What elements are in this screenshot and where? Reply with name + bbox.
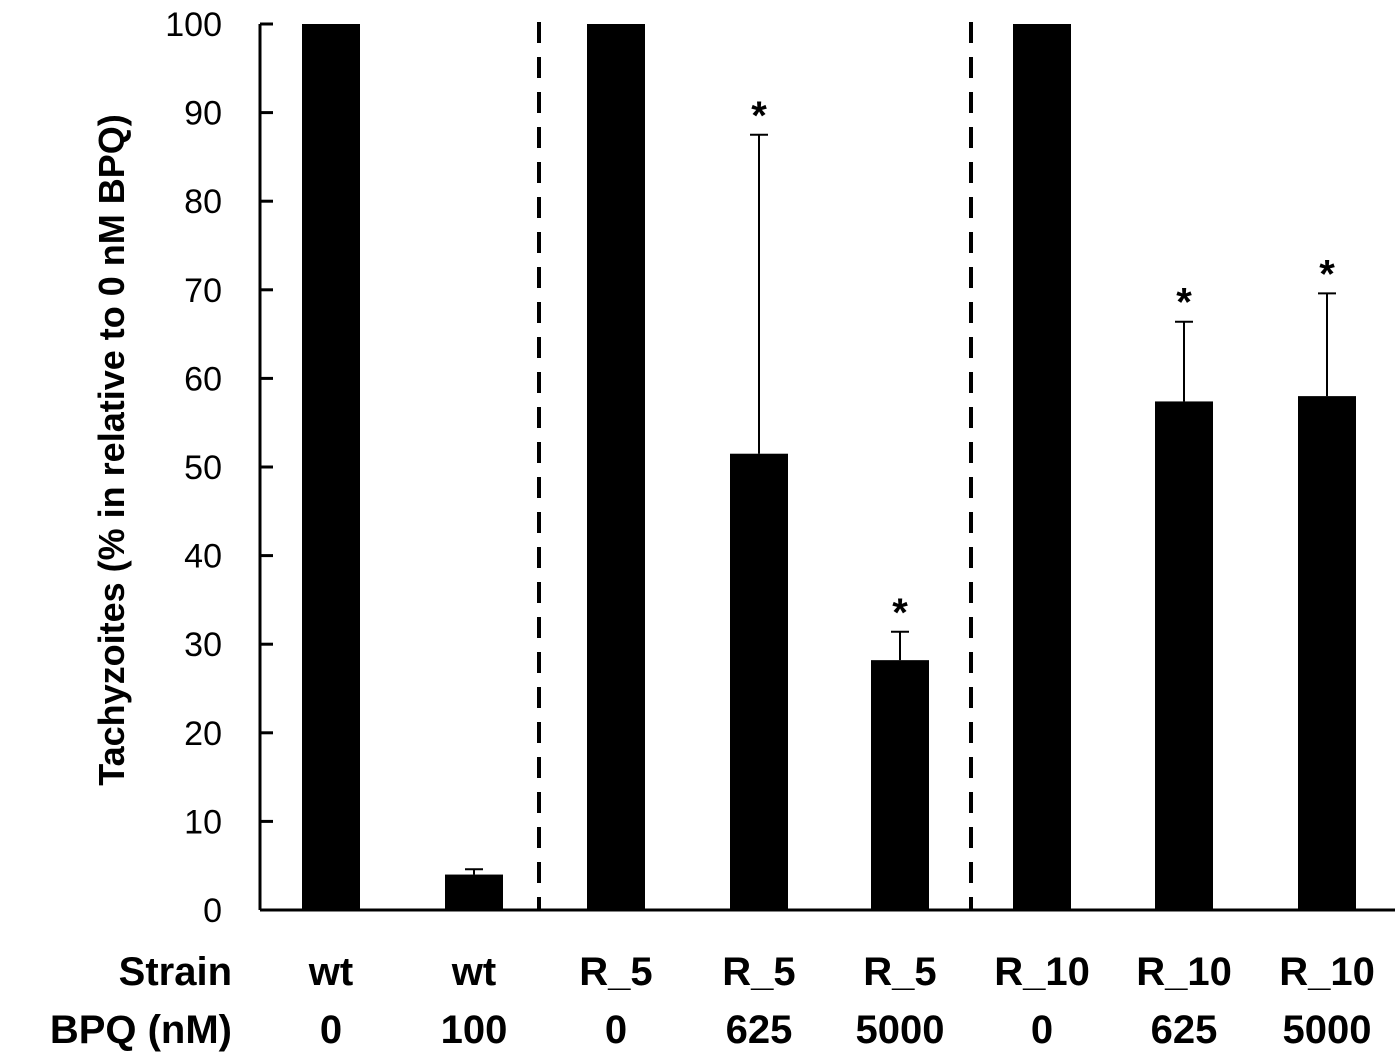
y-tick-label: 20 — [184, 715, 222, 753]
strain-label: R_10 — [1279, 950, 1375, 994]
bar — [730, 453, 788, 910]
y-tick-label: 30 — [184, 626, 222, 664]
strain-label: wt — [308, 950, 353, 994]
group-separators — [537, 22, 973, 910]
bars: * * * * — [302, 24, 1356, 910]
bar — [445, 874, 503, 910]
y-tick-label: 0 — [203, 892, 222, 930]
bpq-label: 5000 — [1283, 1008, 1372, 1052]
significance-marker: * — [1176, 281, 1192, 325]
y-tick-label: 90 — [184, 95, 222, 133]
bpq-label: 0 — [605, 1008, 627, 1052]
strain-row-label: Strain — [119, 950, 232, 994]
x-category-labels: wt wt R_5 R_5 R_5 R_10 R_10 R_10 0 100 0 625 5000 0 62… — [308, 950, 1375, 1052]
strain-label: R_5 — [722, 950, 795, 994]
bar — [1155, 401, 1213, 910]
significance-marker: * — [751, 94, 767, 138]
bar — [871, 660, 929, 910]
y-axis-label: Tachyzoites (% in relative to 0 nM BPQ) — [91, 114, 132, 785]
strain-label: R_10 — [1136, 950, 1232, 994]
y-tick-label: 10 — [184, 803, 222, 841]
bar — [1013, 24, 1071, 910]
y-tick-label: 50 — [184, 449, 222, 487]
significance-marker: * — [892, 591, 908, 635]
y-tick-label: 80 — [184, 183, 222, 221]
bpq-label: 100 — [441, 1008, 508, 1052]
bpq-label: 625 — [726, 1008, 793, 1052]
bar — [302, 24, 360, 910]
bar — [587, 24, 645, 910]
y-tick-label: 70 — [184, 272, 222, 310]
strain-label: R_5 — [863, 950, 936, 994]
bpq-label: 625 — [1151, 1008, 1218, 1052]
bpq-label: 5000 — [856, 1008, 945, 1052]
bpq-label: 0 — [320, 1008, 342, 1052]
strain-label: R_10 — [994, 950, 1090, 994]
strain-label: R_5 — [579, 950, 652, 994]
bpq-row-label: BPQ (nM) — [50, 1008, 232, 1052]
bpq-label: 0 — [1031, 1008, 1053, 1052]
significance-marker: * — [1319, 252, 1335, 296]
bar — [1298, 396, 1356, 910]
strain-label: wt — [451, 950, 496, 994]
y-tick-label: 40 — [184, 538, 222, 576]
y-tick-label: 60 — [184, 360, 222, 398]
y-tick-label: 100 — [165, 6, 222, 44]
